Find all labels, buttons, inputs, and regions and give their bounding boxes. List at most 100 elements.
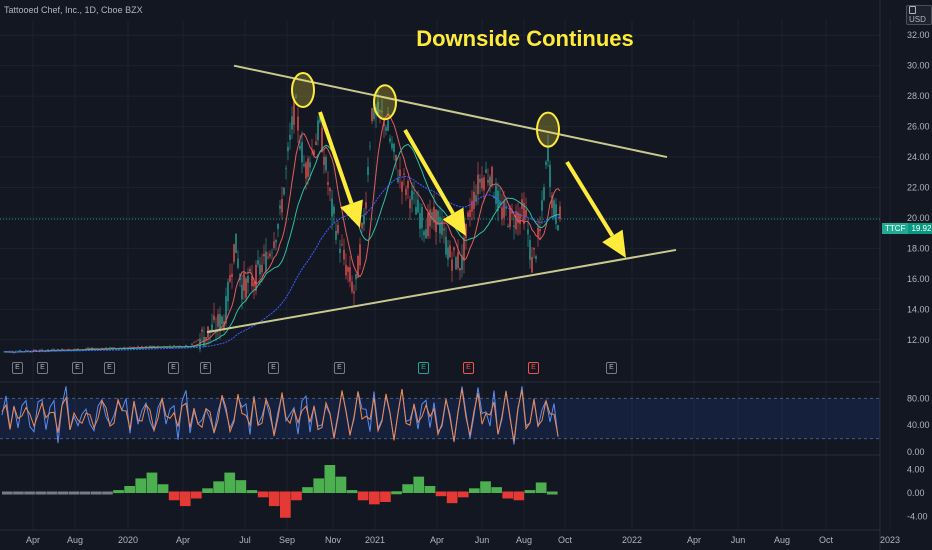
histogram-bar [335, 476, 347, 493]
candle-body [361, 223, 363, 229]
candle-body [287, 146, 289, 152]
histogram-bar [191, 491, 202, 499]
histogram-bar [235, 480, 247, 493]
candle-body [439, 216, 441, 234]
candle-body [113, 347, 115, 349]
candle-body [409, 199, 411, 209]
candle-body [531, 256, 533, 273]
candle-body [359, 244, 361, 266]
candle-body [91, 347, 93, 349]
earnings-marker[interactable]: E [334, 362, 345, 374]
candle-body [497, 190, 499, 211]
candle-body [467, 212, 469, 217]
candle-body [417, 199, 419, 213]
candle-body [389, 138, 391, 142]
histogram-bar [546, 491, 558, 495]
candle-body [285, 168, 287, 169]
candle-body [343, 249, 345, 260]
candle-body [173, 345, 175, 347]
stoch-tick-label: 80.00 [907, 393, 930, 403]
histogram-bar [213, 481, 224, 493]
candle-body [205, 336, 207, 341]
earnings-marker[interactable]: E [268, 362, 279, 374]
earnings-marker-miss[interactable]: E [463, 362, 474, 374]
price-axis: 32.00 30.00 28.00 26.00 24.00 22.00 20.00 18.00… [907, 30, 930, 345]
chart-header-title: Tattooed Chef, Inc., 1D, Cboe BZX [4, 5, 143, 15]
histogram-bar [469, 488, 480, 493]
candle-body [261, 264, 263, 273]
histogram-bar [491, 487, 502, 493]
candle-body [489, 176, 491, 186]
peak-highlight-circle [536, 111, 560, 148]
earnings-marker[interactable]: E [12, 362, 23, 374]
candle-body [219, 314, 221, 332]
downside-arrows [318, 111, 626, 258]
candle-body [241, 284, 243, 300]
histogram-bar [202, 488, 213, 493]
price-tick-label: 24.00 [907, 152, 930, 162]
histogram-bar [57, 491, 69, 495]
candle-body [425, 229, 427, 239]
price-tick-label: 30.00 [907, 61, 930, 71]
time-tick-label: Jul [239, 535, 251, 545]
histogram-bar [457, 491, 469, 498]
candle-body [387, 120, 389, 131]
lock-icon [909, 6, 916, 14]
histogram-bar [146, 472, 158, 493]
currency-button[interactable]: USD [906, 5, 932, 25]
candle-body [87, 347, 89, 350]
price-tick-label: 26.00 [907, 122, 930, 132]
time-tick-label: Apr [176, 535, 190, 545]
candle-body [457, 252, 459, 269]
ma-slow-line [4, 175, 561, 353]
price-tick-label: 32.00 [907, 30, 930, 40]
histogram-bar [524, 490, 536, 494]
earnings-marker[interactable]: E [104, 362, 115, 374]
earnings-marker-upcoming[interactable]: E [606, 362, 617, 374]
peak-highlight-circle [291, 72, 315, 109]
stoch-tick-label: 0.00 [907, 447, 925, 457]
histogram-bar [135, 478, 147, 493]
candle-body [75, 348, 77, 350]
candle-body [485, 169, 487, 173]
candle-body [211, 324, 213, 332]
candle-body [279, 205, 281, 209]
price-tick-label: 28.00 [907, 91, 930, 101]
earnings-marker[interactable]: E [37, 362, 48, 374]
candle-body [237, 258, 239, 268]
candle-body [495, 185, 497, 204]
time-tick-label: 2021 [365, 535, 385, 545]
earnings-marker-beat[interactable]: E [418, 362, 429, 374]
earnings-marker[interactable]: E [200, 362, 211, 374]
earnings-marker-miss[interactable]: E [528, 362, 539, 374]
candle-body [197, 339, 199, 341]
candle-body [477, 174, 479, 195]
time-tick-label: 2022 [622, 535, 642, 545]
candle-body [555, 204, 557, 224]
peak-highlight-circle [373, 84, 397, 121]
earnings-marker[interactable]: E [168, 362, 179, 374]
histogram-bar [102, 491, 113, 495]
candle-body [385, 127, 387, 131]
downside-arrow-head [340, 199, 363, 228]
candle-body [501, 207, 503, 220]
candle-body [517, 212, 519, 223]
histogram-bar [346, 490, 358, 494]
earnings-marker[interactable]: E [72, 362, 83, 374]
candle-body [365, 202, 367, 209]
candle-body [473, 191, 475, 209]
peak-highlights [291, 72, 560, 148]
histogram-bar [502, 491, 514, 499]
candle-body [339, 248, 341, 253]
candle-body [335, 231, 337, 240]
candle-body [421, 206, 423, 229]
candle-body [325, 156, 327, 171]
candle-body [235, 233, 237, 253]
histogram-bar [324, 465, 336, 493]
time-tick-label: Aug [774, 535, 790, 545]
moving-averages [0, 113, 880, 353]
candle-body [289, 134, 291, 140]
downside-arrow-head [602, 229, 626, 258]
histogram-bar [68, 491, 80, 495]
